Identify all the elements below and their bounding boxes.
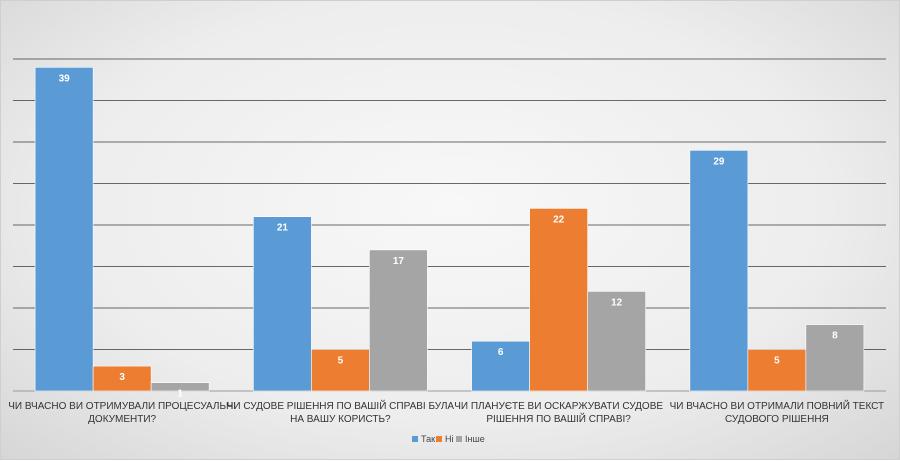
data-label: 22 bbox=[553, 214, 565, 225]
legend-swatch bbox=[456, 436, 462, 442]
category-label: ДОКУМЕНТИ? bbox=[88, 414, 156, 425]
bar bbox=[253, 216, 312, 392]
gridlines bbox=[13, 58, 886, 392]
data-label: 3 bbox=[119, 372, 125, 383]
legend: Так Ні Інше bbox=[412, 434, 485, 444]
data-label: 8 bbox=[832, 331, 838, 342]
bar bbox=[369, 249, 428, 392]
bar bbox=[587, 291, 646, 392]
legend-label: Ні bbox=[445, 434, 454, 444]
data-label: 17 bbox=[393, 256, 405, 267]
bar bbox=[92, 365, 152, 392]
data-label: 21 bbox=[277, 223, 289, 234]
data-label: 5 bbox=[338, 356, 344, 367]
category-label: ЧИ СУДОВЕ РІШЕННЯ ПО ВАШІЙ СПРАВІ БУЛА bbox=[227, 399, 455, 412]
bar bbox=[805, 324, 865, 392]
bar bbox=[689, 150, 749, 392]
bar bbox=[747, 349, 807, 392]
bar bbox=[34, 67, 94, 392]
legend-swatch bbox=[436, 436, 442, 442]
bar bbox=[529, 208, 588, 392]
data-label: 29 bbox=[713, 156, 725, 167]
legend-swatch bbox=[412, 436, 418, 442]
category-label: СУДОВОГО РІШЕННЯ bbox=[725, 414, 829, 425]
legend-label: Інше bbox=[465, 434, 485, 444]
category-label: ЧИ ВЧАСНО ВИ ОТРИМУВАЛИ ПРОЦЕСУАЛЬНІ bbox=[8, 401, 236, 412]
data-label: 39 bbox=[59, 73, 71, 84]
category-label: РІШЕННЯ ПО ВАШІЙ СПРАВІ? bbox=[486, 412, 631, 425]
category-label: НА ВАШУ КОРИСТЬ? bbox=[290, 414, 391, 425]
bar bbox=[150, 382, 210, 392]
category-label: ЧИ ПЛАНУЄТЕ ВИ ОСКАРЖУВАТИ СУДОВЕ bbox=[454, 401, 663, 412]
data-label: 1 bbox=[177, 389, 183, 400]
data-label: 12 bbox=[611, 297, 623, 308]
data-label: 6 bbox=[498, 347, 504, 358]
bar bbox=[311, 349, 370, 392]
legend-label: Так bbox=[421, 434, 435, 444]
bars: 39 21 6 29 3 5 22 5 1 17 12 8 bbox=[34, 67, 865, 400]
x-axis-labels: ЧИ ВЧАСНО ВИ ОТРИМУВАЛИ ПРОЦЕСУАЛЬНІ ДОКУ… bbox=[8, 399, 884, 425]
data-label: 5 bbox=[774, 356, 780, 367]
category-label: ЧИ ВЧАСНО ВИ ОТРИМАЛИ ПОВНИЙ ТЕКСТ bbox=[670, 399, 885, 412]
